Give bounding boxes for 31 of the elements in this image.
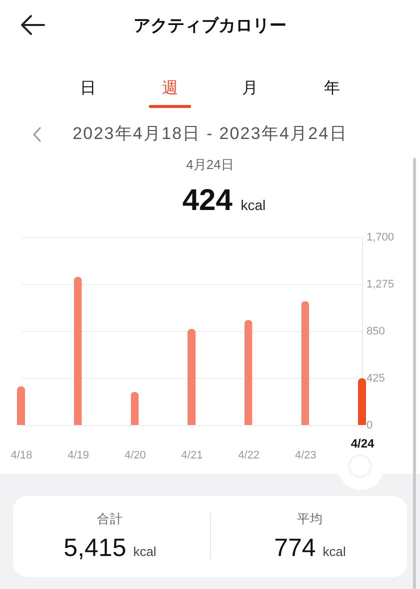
- y-tick-label: 0: [366, 420, 373, 432]
- x-tick-label: 4/22: [238, 450, 260, 462]
- y-tick-label: 425: [366, 372, 385, 384]
- bar: [301, 301, 310, 425]
- x-tick-label: 4/18: [10, 450, 32, 462]
- bar: [130, 392, 139, 425]
- chart-subtitle: 2023年4月18日 - 2023年4月24日: [72, 124, 348, 144]
- x-tick-label: 4/19: [68, 450, 90, 462]
- text: 月: [242, 80, 258, 98]
- bar: [17, 386, 25, 425]
- text: 4月24日: [186, 157, 234, 173]
- text: 週: [162, 80, 178, 98]
- bar: [358, 378, 366, 425]
- y-tick-label: 1,275: [366, 278, 394, 290]
- bar: [74, 276, 82, 425]
- text: 424 kcal: [182, 184, 266, 217]
- y-tick-label: 1,700: [366, 232, 394, 244]
- x-tick-label: 4/24: [350, 436, 374, 450]
- text: 774 kcal: [274, 534, 346, 562]
- text: 5,415 kcal: [64, 534, 156, 562]
- bar: [188, 328, 196, 425]
- text: 合計: [97, 512, 123, 526]
- text: 日: [80, 80, 96, 98]
- chart-title: アクティブカロリー: [134, 16, 286, 36]
- text: 平均: [297, 512, 323, 526]
- x-tick-label: 4/20: [124, 450, 146, 462]
- text: 年: [324, 80, 340, 98]
- x-tick-label: 4/23: [294, 450, 316, 462]
- bar: [244, 320, 252, 425]
- x-tick-label: 4/21: [181, 450, 203, 462]
- y-tick-label: 850: [366, 326, 385, 338]
